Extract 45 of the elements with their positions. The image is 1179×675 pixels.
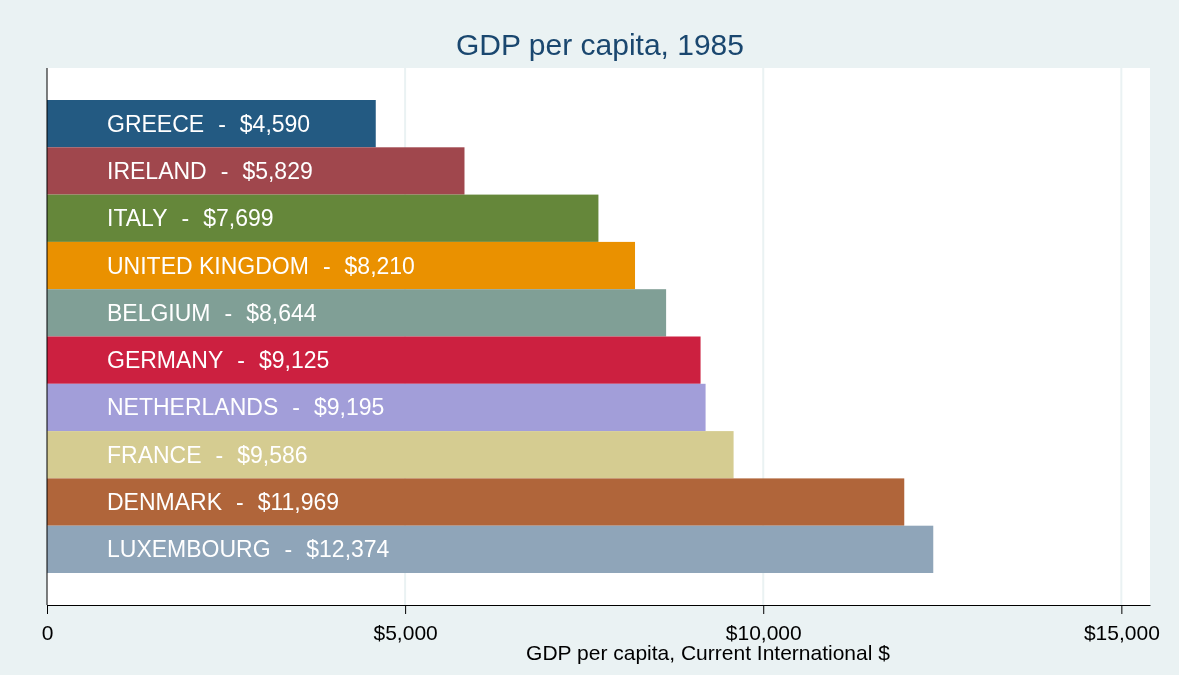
x-tick-label: $5,000 (373, 621, 438, 645)
y-tick-label: UNITED KINGDOM (107, 252, 309, 279)
y-tick-label: NETHERLANDS (107, 394, 279, 421)
bar (47, 336, 701, 384)
y-tick-label: GREECE (107, 110, 205, 137)
bar (47, 194, 599, 242)
data-label: $4,590 (239, 110, 311, 137)
data-label: $9,586 (237, 441, 308, 468)
chart-title: GDP per capita, 1985 (456, 28, 744, 61)
bar (47, 147, 465, 195)
bar (47, 383, 706, 432)
bar (47, 525, 934, 573)
y-tick-label: DENMARK (107, 489, 223, 516)
annotation: - (218, 110, 226, 137)
bar (47, 431, 734, 479)
annotation: - (236, 489, 244, 516)
annotation: - (181, 205, 190, 232)
data-label: $12,374 (306, 536, 390, 563)
x-tick-label: 0 (41, 621, 54, 645)
data-label: $9,195 (313, 394, 385, 421)
bar (47, 289, 667, 337)
x-tick-label: $10,000 (725, 621, 802, 645)
annotation: - (322, 252, 331, 279)
data-label: $9,125 (258, 347, 330, 374)
annotation: - (292, 394, 300, 421)
y-tick-label: LUXEMBOURG (107, 536, 271, 563)
annotation: - (237, 347, 245, 374)
y-tick-label: IRELAND (107, 157, 207, 184)
annotation: - (284, 536, 293, 563)
data-label: $8,210 (344, 252, 415, 279)
data-label: $5,829 (242, 157, 313, 184)
data-label: $7,699 (203, 205, 274, 232)
bar (47, 478, 905, 526)
y-tick-label: ITALY (107, 205, 168, 232)
y-tick-label: BELGIUM (107, 299, 211, 326)
data-label: $11,969 (257, 489, 340, 516)
annotation: - (220, 157, 229, 184)
data-label: $8,644 (246, 299, 317, 326)
y-tick-label: FRANCE (107, 441, 202, 468)
x-tick-label: $15,000 (1083, 621, 1160, 645)
bar (47, 241, 636, 290)
bar (47, 100, 376, 148)
annotation: - (215, 441, 224, 468)
annotation: - (224, 299, 233, 326)
y-tick-label: GERMANY (107, 347, 224, 374)
